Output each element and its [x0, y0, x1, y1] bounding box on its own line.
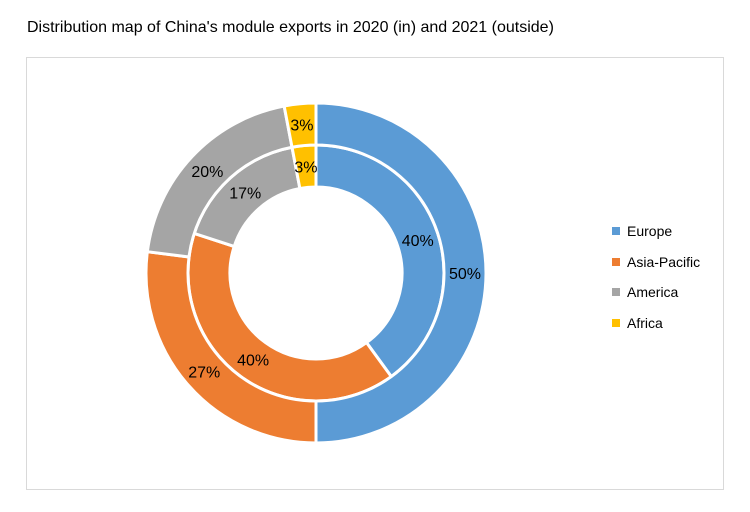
legend-label: Africa — [627, 314, 663, 331]
inner-label-europe: 40% — [402, 233, 434, 250]
legend: Europe Asia-Pacific America Africa — [612, 216, 700, 338]
legend-label: Europe — [627, 223, 673, 240]
outer-slice-europe — [314, 101, 488, 445]
chart-area — [26, 57, 724, 490]
outer-label-europe: 50% — [449, 266, 481, 283]
legend-item-africa: Africa — [612, 308, 700, 339]
legend-label: Asia-Pacific — [627, 253, 701, 270]
outer-label-africa: 3% — [290, 118, 313, 135]
inner-label-asia-pacific: 40% — [237, 353, 269, 370]
inner-label-america: 17% — [229, 186, 261, 203]
inner-label-africa: 3% — [294, 159, 317, 176]
outer-label-asia-pacific: 27% — [188, 365, 220, 382]
outer-slice-africa — [282, 101, 318, 150]
legend-item-america: America — [612, 277, 700, 308]
outer-label-america: 20% — [191, 164, 223, 181]
legend-item-europe: Europe — [612, 216, 700, 247]
chart-title: Distribution map of China's module expor… — [27, 19, 554, 36]
legend-swatch — [612, 318, 620, 327]
legend-swatch — [612, 257, 620, 266]
legend-item-asia-pacific: Asia-Pacific — [612, 247, 700, 278]
legend-swatch — [612, 288, 620, 297]
legend-swatch — [612, 227, 620, 236]
legend-label: America — [627, 284, 679, 301]
